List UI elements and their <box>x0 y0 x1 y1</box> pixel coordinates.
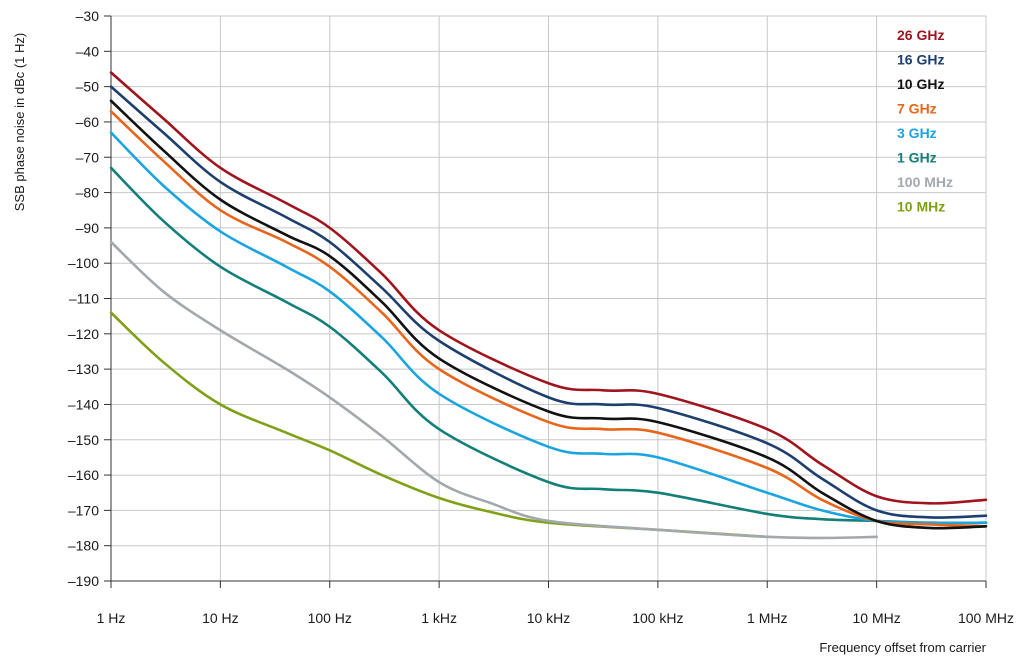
x-tick-label: 1 kHz <box>421 610 457 626</box>
y-tick-label: –110 <box>69 291 99 307</box>
x-axis-label: Frequency offset from carrier <box>819 640 986 655</box>
y-tick-label: –130 <box>68 361 99 377</box>
x-tick-label: 10 MHz <box>853 610 901 626</box>
series-line-1-ghz <box>109 166 988 525</box>
y-tick-label: –70 <box>76 149 100 165</box>
legend-item: 16 GHz <box>897 52 944 68</box>
y-tick-label: –170 <box>68 502 99 518</box>
legend-item: 1 GHz <box>897 150 937 166</box>
series-line-100-mhz <box>109 240 878 540</box>
x-tick-label: 100 kHz <box>632 610 683 626</box>
x-tick-label: 1 MHz <box>747 610 787 626</box>
grid <box>110 15 987 582</box>
series-line-10-ghz <box>109 99 988 530</box>
legend-item: 100 MHz <box>897 174 953 190</box>
series-line-26-ghz <box>109 71 988 505</box>
axes <box>104 15 987 588</box>
y-tick-label: –60 <box>76 114 100 130</box>
x-tick-label: 10 kHz <box>527 610 571 626</box>
x-tick-label: 10 Hz <box>202 610 239 626</box>
x-tick-label: 1 Hz <box>97 610 126 626</box>
tick-labels: –30 –40 –50 –60 –70 –80 –90 –100 –110 –120 –130 –14… <box>68 8 1014 626</box>
legend-item: 7 GHz <box>897 101 937 117</box>
y-tick-label: –150 <box>68 432 99 448</box>
legend: 26 GHz 16 GHz 10 GHz 7 GHz 3 GHz 1 GHz 100 MHz… <box>897 27 953 215</box>
y-tick-label: –80 <box>76 185 100 201</box>
y-tick-label: –50 <box>76 79 100 95</box>
legend-item: 10 GHz <box>897 76 944 92</box>
y-tick-label: –140 <box>68 396 99 412</box>
legend-item: 10 MHz <box>897 199 945 215</box>
series-line-3-ghz <box>109 131 988 525</box>
series-line-16-ghz <box>109 85 988 519</box>
legend-item: 26 GHz <box>897 27 944 43</box>
y-tick-label: –30 <box>76 8 100 24</box>
legend-item: 3 GHz <box>897 125 937 141</box>
series-line-7-ghz <box>109 110 988 528</box>
y-tick-label: –90 <box>76 220 100 236</box>
y-axis-label: SSB phase noise in dBc (1 Hz) <box>12 33 27 211</box>
y-tick-label: –120 <box>68 326 99 342</box>
x-tick-label: 100 Hz <box>308 610 352 626</box>
y-tick-label: –180 <box>68 538 99 554</box>
y-tick-label: –40 <box>76 43 100 59</box>
y-tick-label: –190 <box>68 573 99 589</box>
y-tick-label: –100 <box>68 255 99 271</box>
series-lines <box>109 71 988 540</box>
x-tick-label: 100 MHz <box>958 610 1014 626</box>
y-tick-label: –160 <box>68 467 99 483</box>
